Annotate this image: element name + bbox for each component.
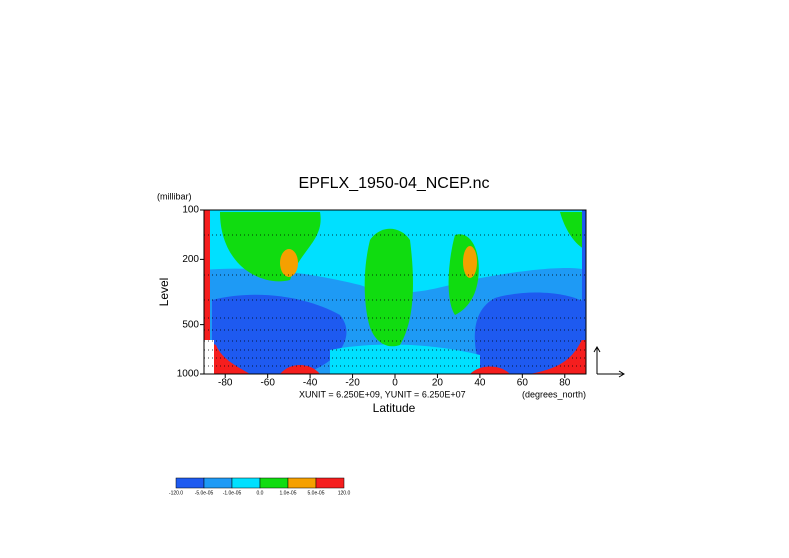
colorbar-label: -5.0e-05 — [195, 490, 214, 496]
field-region — [280, 249, 298, 277]
chart-title: EPFLX_1950-04_NCEP.nc — [299, 175, 490, 192]
colorbar-label: 1.0e-05 — [280, 490, 297, 496]
x-tick-label: -60 — [260, 378, 275, 389]
field-region — [330, 344, 480, 374]
field-region — [204, 210, 210, 340]
contour-field — [204, 210, 586, 374]
x-tick-label: -40 — [303, 378, 318, 389]
field-missing — [204, 340, 214, 374]
colorbar-box — [287, 477, 317, 489]
x-tick-label: 0 — [392, 378, 398, 389]
field-region — [474, 292, 586, 374]
y-tick-label: 1000 — [177, 369, 200, 380]
field-region — [530, 330, 586, 374]
field-region — [212, 294, 347, 374]
field-region — [463, 246, 477, 278]
field-region — [280, 365, 320, 374]
x-tick-label: 80 — [559, 378, 571, 389]
arrow-up — [593, 346, 601, 374]
reference-arrow — [593, 346, 625, 378]
x-tick-label: 40 — [474, 378, 486, 389]
y-axis-label: Level — [157, 278, 171, 307]
colorbar-box — [231, 477, 261, 489]
colorbar-box — [175, 477, 205, 489]
vector-scale: XUNIT = 6.250E+09, YUNIT = 6.250E+07 — [299, 389, 466, 399]
field-region — [560, 212, 586, 250]
field-region — [364, 228, 413, 347]
colorbar-label: 5.0e-05 — [308, 490, 325, 496]
colorbar-label: -120.0 — [169, 490, 183, 496]
y-tick-label: 500 — [182, 319, 199, 330]
y-unit: (millibar) — [157, 191, 192, 201]
colorbar-box — [259, 477, 289, 489]
colorbar-label: 0.0 — [257, 490, 264, 496]
y-tick-label: 100 — [182, 205, 199, 216]
colorbar-label: 120.0 — [338, 490, 351, 496]
x-tick-label: -80 — [218, 378, 233, 389]
colorbar-box — [315, 477, 345, 489]
x-unit: (degrees_north) — [522, 389, 586, 399]
x-axis-label: Latitude — [373, 401, 416, 415]
arrow-right — [597, 370, 625, 378]
x-tick-label: -20 — [345, 378, 360, 389]
colorbar-label: -1.0e-05 — [223, 490, 242, 496]
x-tick-label: 20 — [432, 378, 444, 389]
field-region — [470, 366, 510, 374]
x-tick-label: 60 — [517, 378, 529, 389]
colorbar-box — [203, 477, 233, 489]
field-region — [204, 340, 250, 374]
y-tick-label: 200 — [182, 254, 199, 265]
